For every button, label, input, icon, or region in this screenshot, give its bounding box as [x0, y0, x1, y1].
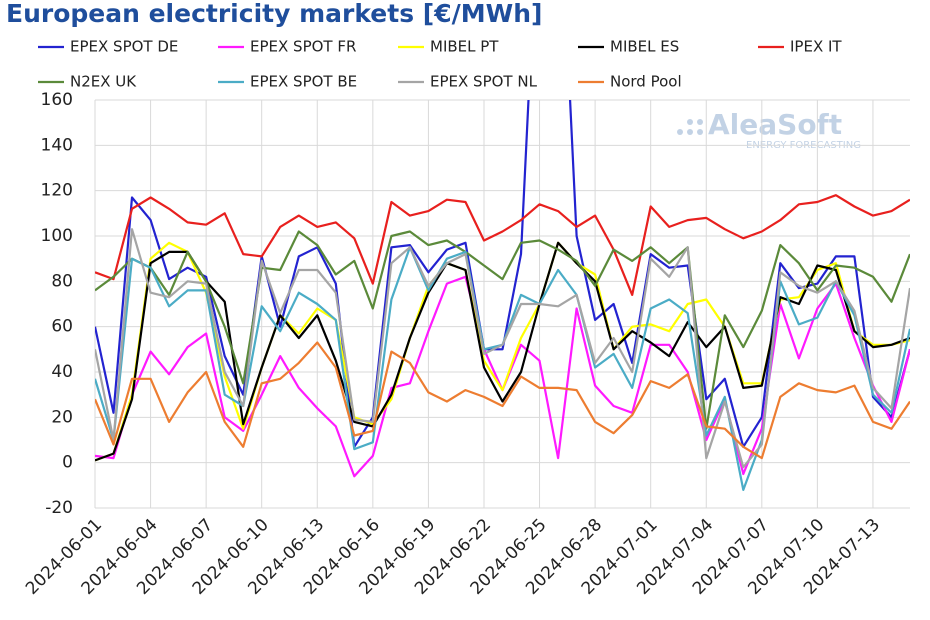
- legend-label: N2EX UK: [70, 73, 137, 91]
- y-tick-label: 120: [41, 181, 73, 201]
- y-tick-label: 160: [41, 90, 73, 110]
- watermark-brand: AleaSoft: [708, 108, 842, 141]
- y-tick-label: 100: [41, 226, 73, 246]
- legend-label: IPEX IT: [790, 38, 842, 56]
- y-tick-label: 0: [62, 453, 73, 473]
- series-line: [95, 230, 910, 430]
- y-tick-label: -20: [45, 498, 73, 518]
- series-line: [95, 246, 910, 491]
- y-tick-label: 20: [51, 407, 73, 427]
- watermark: AleaSoft ENERGY FORECASTING: [677, 108, 861, 151]
- series-line: [95, 100, 910, 448]
- series-line: [95, 194, 910, 296]
- legend-label: EPEX SPOT BE: [250, 73, 357, 91]
- legend-label: EPEX SPOT NL: [430, 73, 538, 91]
- legend-label: MIBEL PT: [430, 38, 499, 56]
- plot-area: [95, 100, 910, 491]
- legend-label: MIBEL ES: [610, 38, 679, 56]
- series-line: [95, 228, 910, 469]
- legend-label: EPEX SPOT FR: [250, 38, 356, 56]
- legend-label: Nord Pool: [610, 73, 682, 91]
- y-tick-label: 60: [51, 317, 73, 337]
- y-tick-label: 80: [51, 271, 73, 291]
- y-tick-label: 40: [51, 362, 73, 382]
- y-tick-label: 140: [41, 135, 73, 155]
- legend-label: EPEX SPOT DE: [70, 38, 178, 56]
- chart-title: European electricity markets [€/MWh]: [6, 0, 542, 28]
- series-line: [95, 341, 910, 460]
